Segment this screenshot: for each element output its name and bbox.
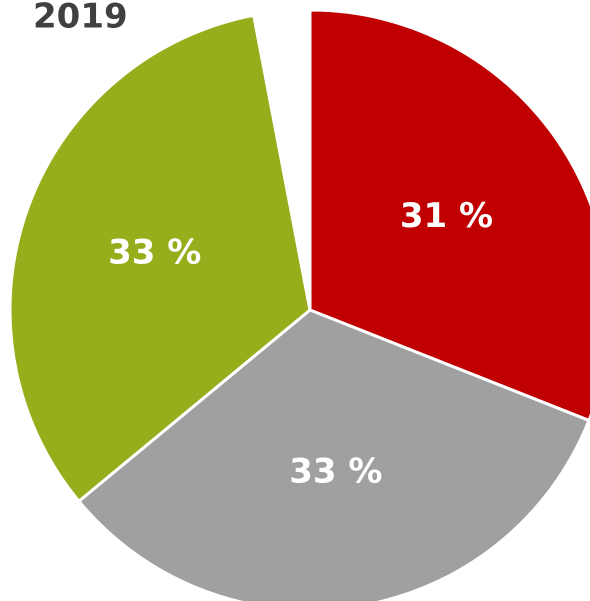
pie-slice (8, 13, 312, 504)
data-label: 33 % (289, 451, 382, 491)
pie-slice (252, 8, 312, 311)
pie (8, 8, 590, 601)
pie-slice (308, 8, 590, 423)
chart-title: 2019 (33, 0, 128, 37)
data-label: 31 % (400, 196, 493, 236)
data-label: 33 % (108, 233, 201, 273)
pie-slice (76, 308, 590, 601)
